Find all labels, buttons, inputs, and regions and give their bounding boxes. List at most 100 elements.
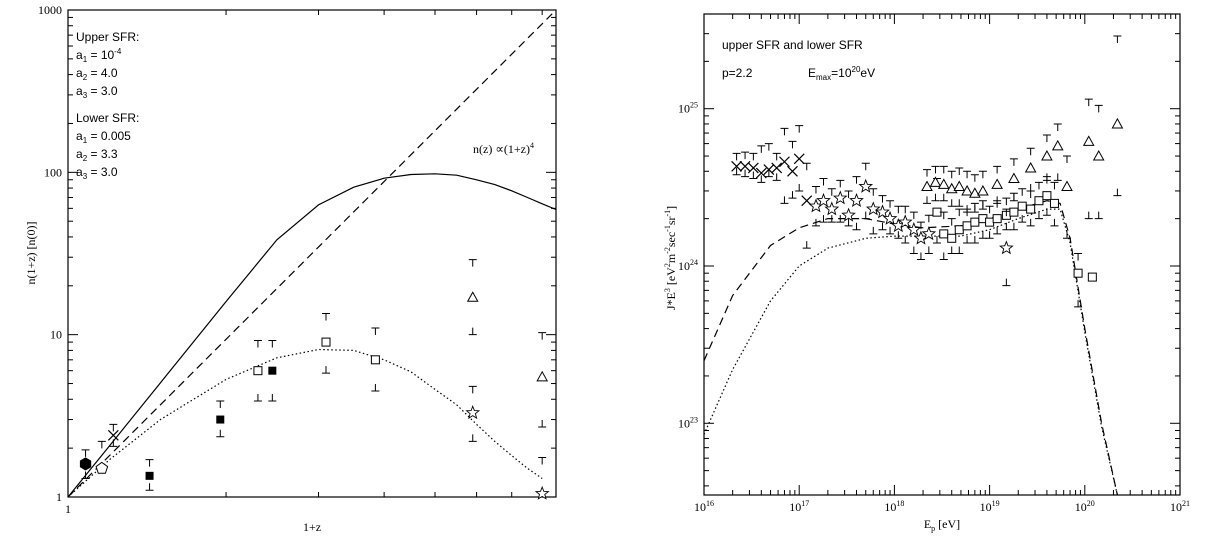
lower-limit-bar [922,196,931,204]
data-point-open-triangle [1041,150,1053,161]
left-plot-frame [67,9,557,498]
data-point-open-square [1073,268,1083,278]
data-point-open-triangle [1092,150,1105,161]
data-point-open-triangle [991,178,1003,189]
data-point-cross [793,153,805,165]
lower-a3: a3 = 3.0 [76,165,118,181]
lower-limit-bar [1002,222,1011,231]
data-point-open-star [465,405,481,420]
right-x-axis-title: Ep [eV] [924,517,960,533]
data-point-open-triangle [961,184,973,196]
lower-limit-bar [757,175,766,183]
data-point-open-square [370,355,380,365]
data-point-cross [779,156,790,168]
upper-limit-bar [1009,158,1018,166]
upper-limit-bar [1026,147,1035,156]
upper-limit-bar [109,423,118,432]
upper-limit-bar [1094,104,1103,113]
lower-limit-bar [955,246,964,255]
lower-limit-bar [844,218,853,227]
y-tick-label: 100 [44,165,62,179]
upper-limit-bar [955,208,964,217]
data-point-open-star [875,204,890,219]
x-tick-label: 1 [65,502,71,516]
data-point-open-triangle [937,178,950,189]
upper-limit-bar [852,176,861,184]
upper-limit-bar [772,152,781,161]
lower-limit-bar [993,226,1002,235]
lower-limit-bar [970,236,979,244]
lower-sfr-title: Lower SFR: [76,111,139,125]
power-law-label: n(z) ∝(1+z)4 [473,141,534,156]
lower-limit-bar [916,252,925,260]
lower-limit-bar [924,246,933,255]
upper-limit-bar [1042,134,1051,143]
upper-limit-bar [216,400,225,409]
lower-limit-bar [1002,278,1011,287]
data-point-open-square [1042,191,1052,201]
upper-limit-bar [827,188,836,196]
lower-limit-bar [109,439,118,447]
data-point-open-star [906,221,922,237]
upper-limit-bar [878,195,887,203]
upper-limit-bar [955,167,964,175]
data-point-cross [771,162,783,174]
upper-limit-bar [985,205,994,214]
left-curves [67,9,557,498]
data-point-open-square [954,225,964,235]
data-point-open-star [897,214,913,229]
lower-limit-bar [371,383,380,392]
lower-limit-bar [901,236,910,244]
lower-limit-bar [861,211,870,220]
curve-dotted [67,348,543,498]
upper-limit-bar [939,211,948,220]
upper-limit-bar [894,205,903,214]
x-tick-label: 1016 [694,499,714,514]
upper-limit-bar [1050,181,1059,190]
upper-limit-bar [1002,208,1011,217]
upper-limit-bar [1034,181,1043,190]
data-point-open-star [865,201,881,216]
lower-a1: a1 = 0.005 [76,129,131,145]
lower-limit-bar [1018,215,1027,223]
data-point-open-star [882,210,898,225]
data-point-open-triangle [921,180,933,192]
lower-limit-bar [321,366,330,374]
data-point-open-star [999,240,1014,255]
lower-limit-bar [869,226,878,235]
upper-limit-bar [836,179,845,188]
upper-limit-bar [1113,35,1122,43]
lower-limit-bar [1026,183,1035,192]
data-point-open-star [849,192,864,208]
lower-limit-bar [1074,299,1083,308]
curve-solid [67,173,557,498]
upper-limit-bar [947,218,956,226]
upper-limit-bar [97,440,106,449]
lower-limit-bar [468,327,477,336]
right-plot-frame [703,13,1181,496]
data-point-cross [731,160,743,172]
right-data-points [731,35,1124,308]
data-point-open-square [1026,204,1036,214]
lower-limit-bar [1062,231,1071,239]
data-point-open-pentagon [95,461,109,474]
upper-limit-bar [764,143,773,151]
data-point-open-triangle [466,291,479,302]
lower-limit-bar [1050,218,1059,227]
lower-limit-bar [1042,173,1051,181]
lower-limit-bar [538,419,547,428]
upper-limit-bar [145,459,154,467]
data-point-open-triangle [1024,161,1037,173]
lower-limit-bar [749,171,758,179]
upper-limit-bar [788,140,797,149]
data-point-cross [787,165,798,177]
lower-limit-bar [931,193,940,202]
upper-limit-bar [963,170,972,179]
data-point-filled-square [216,415,225,424]
data-point-cross [747,162,759,174]
upper-limit-bar [780,127,789,136]
data-point-filled-hexagon [79,457,92,471]
x-tick-label: 1021 [1170,499,1190,514]
data-point-open-triangle [1082,135,1095,146]
data-point-open-square [947,233,957,243]
